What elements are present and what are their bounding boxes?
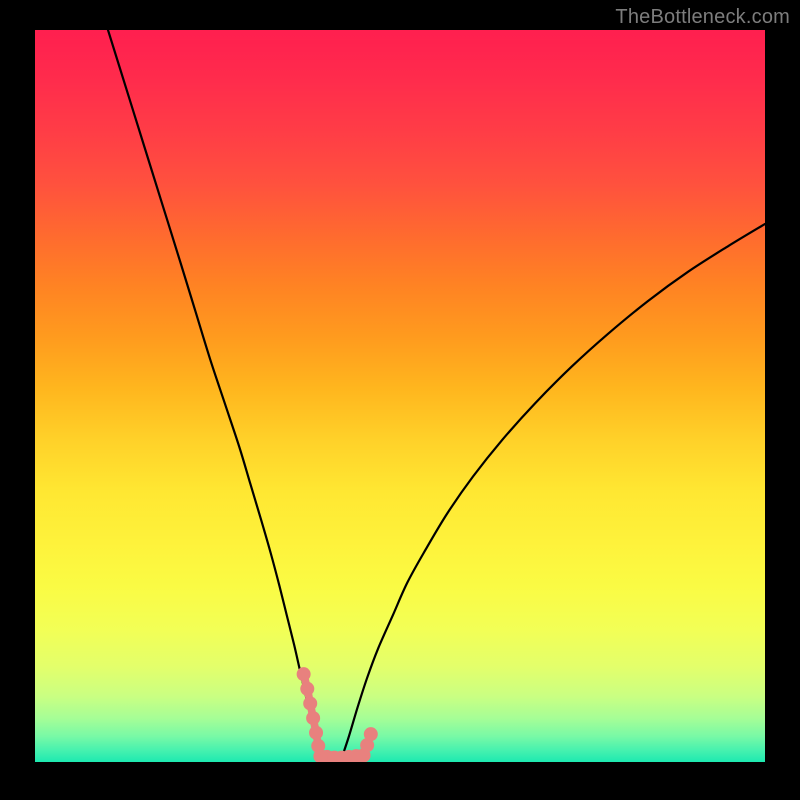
- watermark-text: TheBottleneck.com: [615, 6, 790, 29]
- plot-background: [35, 30, 765, 762]
- marker-bead-right-arm-2: [364, 727, 378, 741]
- marker-bead-left-arm-1: [300, 682, 314, 696]
- marker-bead-left-arm-3: [306, 711, 320, 725]
- marker-bead-left-arm-4: [309, 726, 323, 740]
- marker-bead-left-arm-2: [303, 696, 317, 710]
- marker-bead-left-arm-0: [297, 667, 311, 681]
